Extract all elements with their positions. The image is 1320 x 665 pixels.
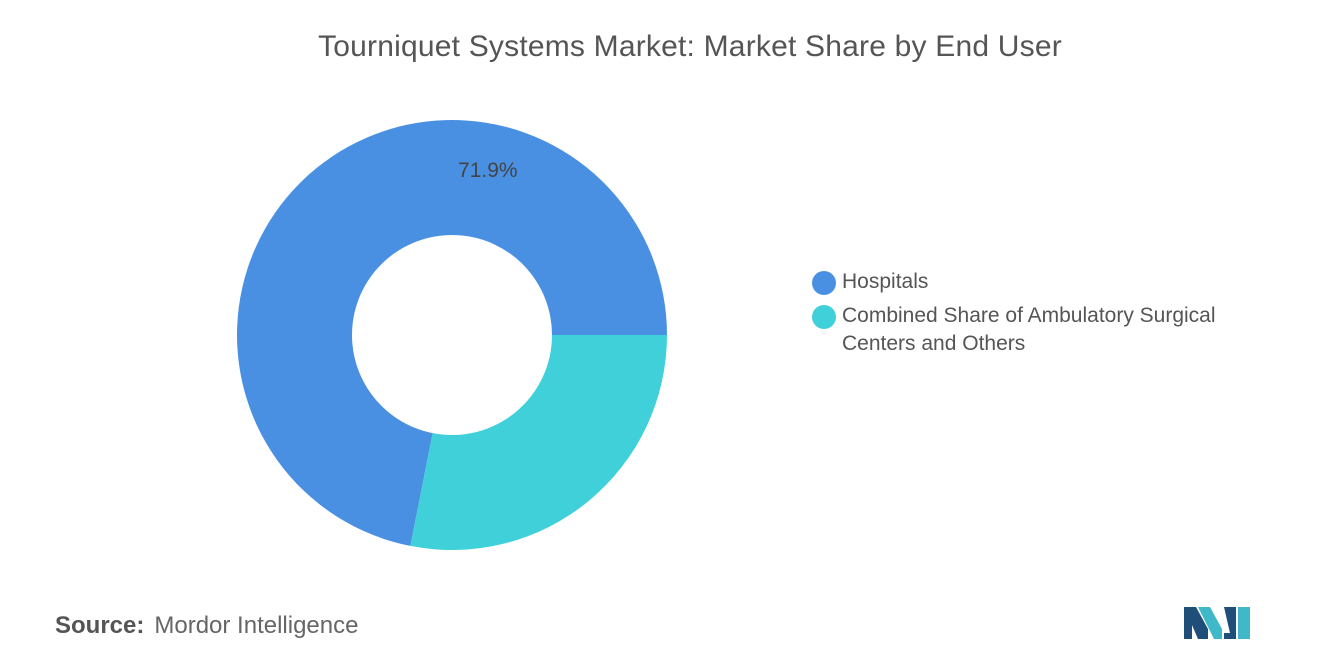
donut-slice-labels: 71.9% xyxy=(458,159,518,182)
legend-item-combined-share[interactable]: Combined Share of Ambulatory Surgical Ce… xyxy=(812,302,1272,358)
legend-label-combined-share: Combined Share of Ambulatory Surgical Ce… xyxy=(842,304,1216,355)
legend-item-hospitals[interactable]: Hospitals xyxy=(812,268,1272,296)
source-text: Mordor Intelligence xyxy=(154,612,359,639)
chart-legend: Hospitals Combined Share of Ambulatory S… xyxy=(812,268,1272,364)
source-label: Source: xyxy=(55,612,145,639)
donut-slices xyxy=(237,119,667,550)
slice-label-0: 71.9% xyxy=(458,159,518,182)
legend-swatch-hospitals xyxy=(812,271,836,295)
legend-swatch-combined-share xyxy=(812,305,836,329)
source-note: Source: Mordor Intelligence xyxy=(55,612,358,640)
mordor-intelligence-logo-icon xyxy=(1184,607,1250,639)
legend-label-hospitals: Hospitals xyxy=(842,270,929,293)
chart-title: Tourniquet Systems Market: Market Share … xyxy=(318,30,1062,63)
donut-slice-1[interactable] xyxy=(410,335,667,550)
donut-slice-0[interactable] xyxy=(237,119,667,546)
